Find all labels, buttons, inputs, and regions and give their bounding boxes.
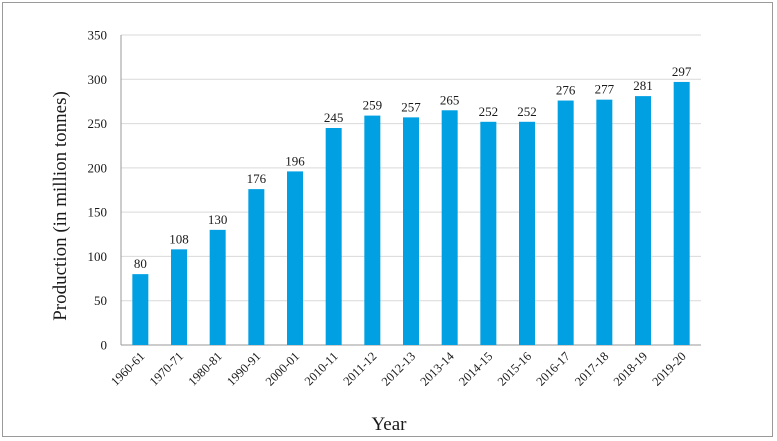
- x-axis-title: Year: [371, 414, 407, 435]
- x-tick-label-2014-15: 2014-15: [456, 349, 495, 388]
- data-label-2011-12: 259: [363, 98, 383, 113]
- x-category-labels: 1960-61 1970-71 1980-81 1990-91 2000-01 2010-…: [108, 349, 689, 389]
- data-label-2010-11: 245: [324, 110, 344, 125]
- bar-2016-17: [557, 100, 574, 346]
- data-label-1960-61: 80: [134, 256, 147, 271]
- data-label-2016-17: 276: [556, 83, 576, 98]
- bar-1990-91: [248, 189, 265, 345]
- bar-1960-61: [132, 274, 149, 345]
- data-label-1970-71: 108: [169, 231, 189, 246]
- y-tick-label: 300: [88, 72, 108, 87]
- x-tick-label-2013-14: 2013-14: [417, 349, 457, 389]
- data-label-1990-91: 176: [247, 171, 267, 186]
- bar-2015-16: [519, 121, 535, 345]
- x-tick-label-1980-81: 1980-81: [185, 349, 224, 388]
- bar-2013-14: [441, 110, 458, 346]
- data-label-2017-18: 277: [595, 82, 615, 97]
- y-tick-labels: 0 50 100 150 200 250 300 350: [88, 28, 108, 353]
- bar-2018-19: [635, 96, 651, 345]
- data-label-2013-14: 265: [440, 92, 460, 107]
- x-tick-label-1970-71: 1970-71: [147, 349, 186, 388]
- x-tick-label-2000-01: 2000-01: [263, 349, 302, 388]
- x-tick-label-1990-91: 1990-91: [224, 349, 263, 388]
- x-tick-label-1960-61: 1960-61: [108, 349, 147, 388]
- bar-1970-71: [171, 249, 187, 345]
- data-label-2019-20: 297: [672, 64, 692, 79]
- bar-2000-01: [287, 171, 303, 345]
- bar-2011-12: [364, 115, 381, 345]
- y-tick-label: 50: [94, 293, 107, 308]
- data-label-1980-81: 130: [208, 212, 228, 227]
- bar-2017-18: [596, 99, 613, 346]
- x-tick-label-2019-20: 2019-20: [649, 349, 688, 388]
- x-tick-label-2010-11: 2010-11: [302, 349, 341, 388]
- y-tick-label: 250: [88, 116, 108, 131]
- data-labels: 80 108 130 176 196 245 259 257 265 252 252 276 277 28…: [134, 64, 692, 271]
- y-tick-label: 150: [88, 205, 108, 220]
- data-label-2014-15: 252: [479, 104, 499, 119]
- bars: [132, 81, 690, 346]
- y-tick-label: 100: [88, 249, 108, 264]
- bar-2014-15: [480, 121, 497, 345]
- x-tick-label-2018-19: 2018-19: [611, 349, 650, 388]
- x-tick-label-2012-13: 2012-13: [379, 349, 418, 388]
- y-axis-title: Production (in million tonnes): [50, 91, 71, 321]
- data-label-2000-01: 196: [285, 153, 305, 168]
- bar-2019-20: [673, 81, 690, 345]
- data-label-2015-16: 252: [517, 104, 537, 119]
- x-tick-label-2015-16: 2015-16: [495, 349, 534, 388]
- bar-2010-11: [325, 128, 342, 345]
- bar-1980-81: [209, 229, 226, 345]
- bar-2012-13: [403, 117, 419, 345]
- data-label-2018-19: 281: [633, 78, 653, 93]
- data-label-2012-13: 257: [401, 99, 421, 114]
- x-tick-label-2011-12: 2011-12: [340, 349, 379, 388]
- x-tick-label-2017-18: 2017-18: [572, 349, 611, 388]
- x-tick-label-2016-17: 2016-17: [533, 349, 572, 388]
- y-tick-label: 200: [88, 160, 108, 175]
- y-tick-label: 0: [101, 338, 108, 353]
- y-tick-label: 350: [88, 28, 108, 43]
